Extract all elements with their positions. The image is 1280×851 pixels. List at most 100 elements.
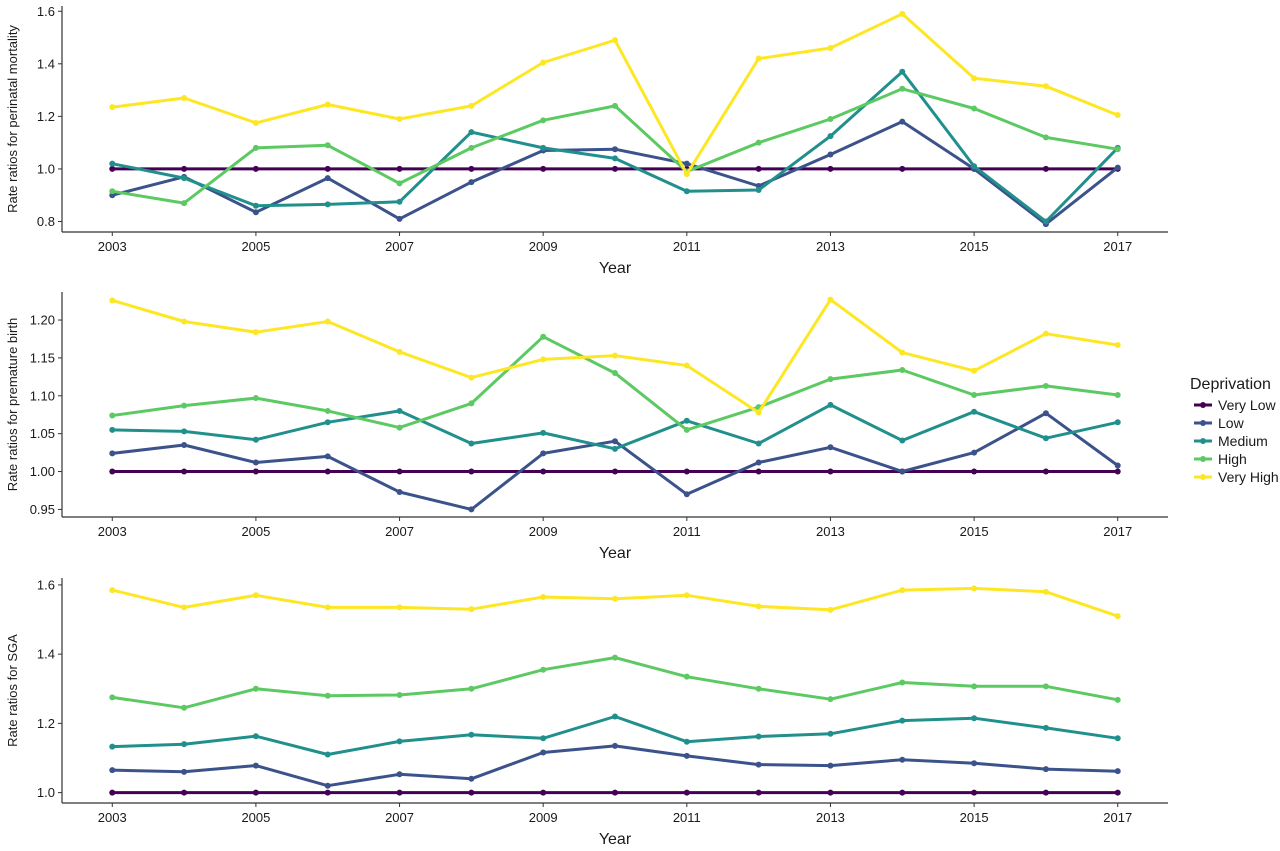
data-point — [683, 426, 690, 433]
data-point — [755, 761, 762, 768]
data-point — [324, 692, 331, 699]
data-point — [755, 733, 762, 740]
data-point — [971, 789, 978, 796]
x-tick-label: 2009 — [529, 810, 558, 825]
data-point — [755, 409, 762, 416]
data-point — [971, 367, 978, 374]
data-point — [899, 437, 906, 444]
data-point — [540, 117, 547, 124]
data-point — [1114, 696, 1121, 703]
data-point — [827, 696, 834, 703]
data-point — [181, 789, 188, 796]
data-point — [109, 694, 116, 701]
data-point — [109, 104, 116, 111]
y-axis-title: Rate ratios for perinatal mortality — [5, 25, 20, 213]
x-tick-label: 2007 — [385, 810, 414, 825]
data-point — [827, 606, 834, 613]
data-point — [755, 55, 762, 62]
y-tick-label: 1.4 — [37, 647, 55, 662]
data-point — [181, 741, 188, 748]
data-point — [827, 762, 834, 769]
x-tick-label: 2007 — [385, 239, 414, 254]
data-point — [324, 782, 331, 789]
data-point — [396, 604, 403, 611]
data-point — [683, 789, 690, 796]
data-point — [971, 715, 978, 722]
data-point — [1042, 218, 1049, 225]
data-point — [324, 201, 331, 208]
y-tick-label: 1.0 — [37, 785, 55, 800]
data-point — [827, 730, 834, 737]
series-very-high — [109, 10, 1121, 178]
panel-1: 0.8 1.0 1.2 1.4 1.6 2003 2005 2007 2009 2011 2013 2… — [5, 4, 1168, 277]
data-point — [324, 419, 331, 426]
data-point — [109, 450, 116, 457]
data-point — [396, 198, 403, 205]
legend-title: Deprivation — [1190, 376, 1271, 393]
y-tick-label: 1.10 — [30, 388, 55, 403]
series-line — [110, 586, 1120, 618]
data-point — [468, 468, 475, 475]
data-point — [899, 756, 906, 763]
data-point — [683, 752, 690, 759]
y-tick-label: 1.4 — [37, 56, 55, 71]
data-point — [683, 171, 690, 178]
data-point — [1042, 330, 1049, 337]
data-point — [1042, 766, 1049, 773]
legend-items: Very Low Low Medium High Very High — [1194, 397, 1279, 485]
data-point — [612, 146, 618, 153]
data-point — [468, 400, 475, 407]
series-very-low — [109, 789, 1121, 796]
data-point — [755, 468, 762, 475]
series-very-low — [109, 468, 1121, 475]
data-point — [468, 179, 475, 186]
data-point — [612, 438, 618, 445]
data-point — [396, 468, 403, 475]
data-point — [971, 408, 978, 415]
data-point — [755, 139, 762, 146]
x-tick-label: 2005 — [241, 810, 270, 825]
data-point — [252, 202, 259, 209]
data-point — [468, 775, 475, 782]
data-point — [540, 165, 547, 172]
legend-item: Very Low — [1194, 397, 1276, 413]
data-point — [683, 673, 690, 680]
data-point — [109, 412, 116, 419]
x-tick-label: 2013 — [816, 810, 845, 825]
data-point — [827, 444, 834, 451]
panel-2: 0.95 1.00 1.05 1.10 1.15 1.20 2003 2005 2007 2009… — [5, 292, 1168, 562]
data-point — [181, 768, 188, 775]
data-point — [324, 165, 331, 172]
data-point — [1042, 382, 1049, 389]
data-point — [612, 352, 618, 359]
data-point — [827, 165, 834, 172]
data-point — [971, 392, 978, 399]
legend-label: Medium — [1218, 433, 1268, 449]
data-point — [324, 175, 331, 182]
x-tick-label: 2011 — [673, 239, 701, 254]
data-point — [683, 738, 690, 745]
x-axis-title: Year — [599, 545, 632, 562]
series-low — [109, 410, 1121, 513]
data-point — [971, 683, 978, 690]
data-point — [612, 37, 618, 44]
data-point — [683, 160, 690, 167]
data-point — [1042, 789, 1049, 796]
data-point — [396, 348, 403, 355]
data-point — [827, 376, 834, 383]
data-point — [396, 692, 403, 698]
data-point — [755, 459, 762, 466]
series-line — [110, 744, 1120, 788]
data-point — [1042, 435, 1049, 442]
data-point — [1042, 683, 1049, 690]
data-point — [181, 402, 188, 409]
x-tick-label: 2013 — [816, 524, 845, 539]
data-point — [612, 654, 618, 661]
series-line — [110, 120, 1120, 226]
x-axis-title: Year — [599, 831, 632, 846]
data-point — [755, 440, 762, 447]
data-point — [396, 116, 403, 122]
data-point — [109, 160, 116, 167]
data-point — [324, 604, 331, 611]
data-point — [468, 165, 475, 172]
